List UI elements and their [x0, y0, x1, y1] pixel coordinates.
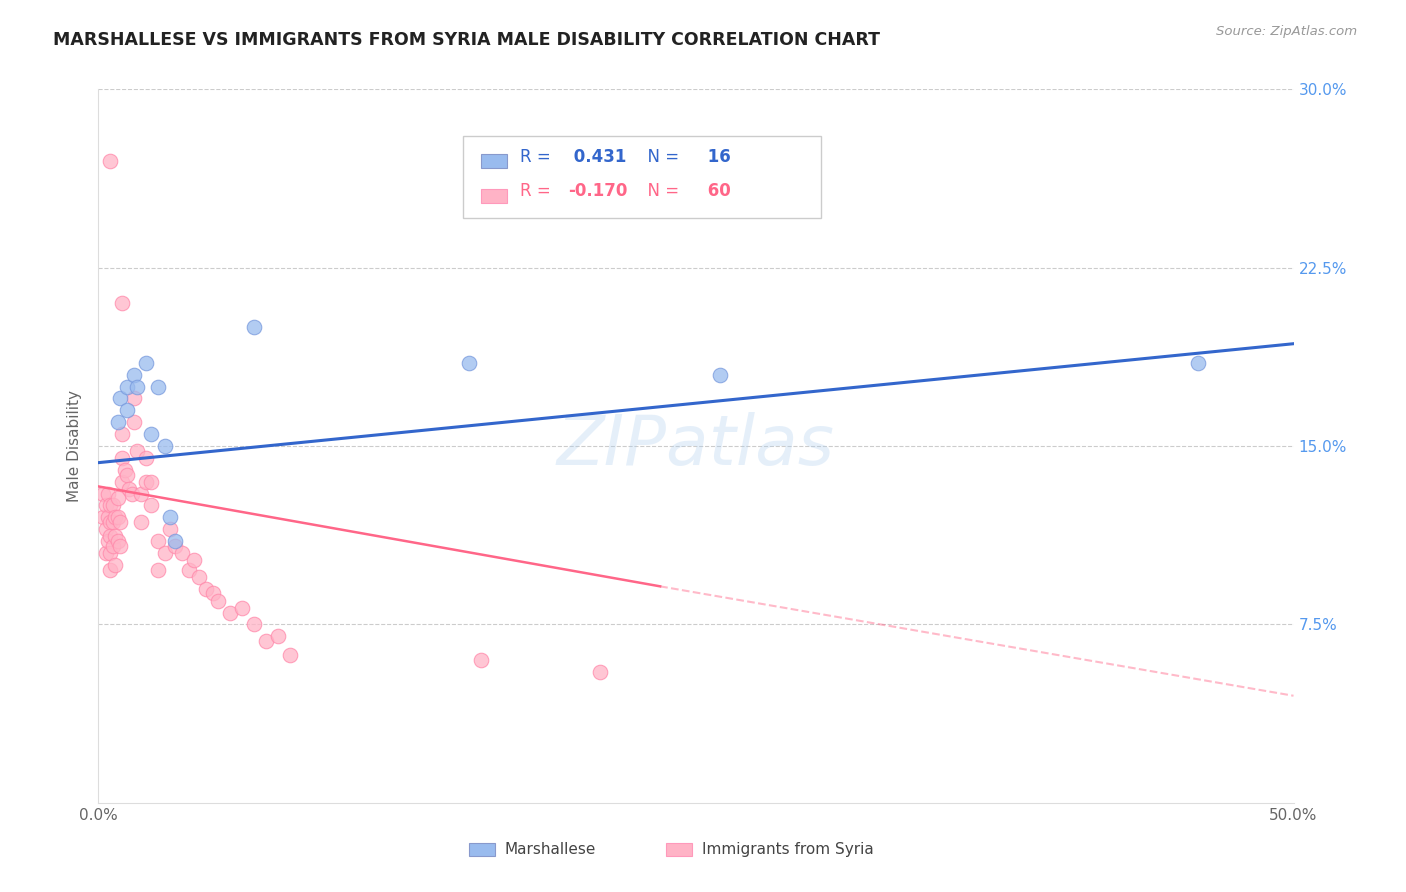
Point — [97, 534, 120, 549]
Point — [121, 486, 143, 500]
Point — [115, 467, 138, 482]
Point — [243, 617, 266, 632]
Text: Source: ZipAtlas.com: Source: ZipAtlas.com — [1216, 25, 1357, 38]
Point — [97, 510, 120, 524]
Text: -0.170: -0.170 — [568, 183, 627, 201]
Point — [589, 665, 612, 679]
Point — [148, 563, 170, 577]
Point — [114, 463, 136, 477]
Point — [115, 403, 138, 417]
Point — [139, 427, 162, 442]
FancyBboxPatch shape — [463, 136, 821, 218]
Point — [94, 522, 117, 536]
Point — [135, 356, 157, 370]
FancyBboxPatch shape — [470, 844, 495, 856]
Point — [97, 486, 120, 500]
Point — [98, 153, 122, 168]
Text: R =: R = — [520, 148, 557, 166]
Point — [163, 539, 186, 553]
Point — [195, 582, 218, 596]
Point — [131, 486, 153, 500]
Point — [108, 515, 131, 529]
Point — [202, 586, 225, 600]
Text: ZIPatlas: ZIPatlas — [557, 412, 835, 480]
Point — [231, 600, 253, 615]
Point — [131, 515, 153, 529]
Text: 0.431: 0.431 — [568, 148, 627, 166]
Y-axis label: Male Disability: Male Disability — [67, 390, 83, 502]
Point — [709, 368, 731, 382]
Point — [91, 486, 114, 500]
Point — [183, 553, 205, 567]
Point — [267, 629, 290, 643]
Point — [125, 379, 148, 393]
Point — [98, 546, 122, 560]
Text: Immigrants from Syria: Immigrants from Syria — [702, 842, 873, 856]
Point — [111, 475, 134, 489]
Point — [94, 546, 117, 560]
Point — [159, 522, 181, 536]
Point — [101, 539, 124, 553]
Point — [135, 475, 157, 489]
Point — [179, 563, 201, 577]
Point — [101, 515, 124, 529]
Text: Marshallese: Marshallese — [505, 842, 596, 856]
Point — [278, 648, 301, 663]
Point — [243, 320, 266, 334]
Point — [219, 606, 242, 620]
Point — [98, 515, 122, 529]
Point — [107, 510, 129, 524]
Point — [187, 570, 209, 584]
Text: N =: N = — [637, 183, 685, 201]
Point — [470, 653, 492, 667]
Text: 60: 60 — [702, 183, 731, 201]
Point — [108, 539, 131, 553]
Point — [98, 563, 122, 577]
Point — [101, 499, 124, 513]
Point — [111, 427, 134, 442]
Text: N =: N = — [637, 148, 685, 166]
Point — [107, 491, 129, 506]
Point — [98, 499, 122, 513]
Point — [94, 499, 117, 513]
Point — [139, 475, 162, 489]
Point — [118, 482, 141, 496]
FancyBboxPatch shape — [481, 189, 508, 202]
Point — [104, 558, 127, 572]
Point — [148, 379, 170, 393]
Point — [207, 593, 229, 607]
Point — [125, 443, 148, 458]
Point — [148, 534, 170, 549]
Point — [124, 415, 146, 429]
Point — [107, 534, 129, 549]
Point — [254, 634, 277, 648]
Point — [135, 450, 157, 465]
Point — [172, 546, 194, 560]
FancyBboxPatch shape — [666, 844, 692, 856]
Point — [458, 356, 481, 370]
Point — [163, 534, 186, 549]
Point — [104, 529, 127, 543]
Point — [139, 499, 162, 513]
Point — [108, 392, 131, 406]
Point — [98, 529, 122, 543]
Point — [107, 415, 129, 429]
Point — [115, 379, 138, 393]
Point — [159, 510, 181, 524]
Point — [91, 510, 114, 524]
FancyBboxPatch shape — [481, 154, 508, 169]
Point — [104, 510, 127, 524]
Text: R =: R = — [520, 183, 557, 201]
Text: MARSHALLESE VS IMMIGRANTS FROM SYRIA MALE DISABILITY CORRELATION CHART: MARSHALLESE VS IMMIGRANTS FROM SYRIA MAL… — [53, 31, 880, 49]
Point — [124, 368, 146, 382]
Point — [111, 296, 134, 310]
Text: 16: 16 — [702, 148, 731, 166]
Point — [155, 439, 177, 453]
Point — [1187, 356, 1209, 370]
Point — [111, 450, 134, 465]
Point — [124, 392, 146, 406]
Point — [155, 546, 177, 560]
